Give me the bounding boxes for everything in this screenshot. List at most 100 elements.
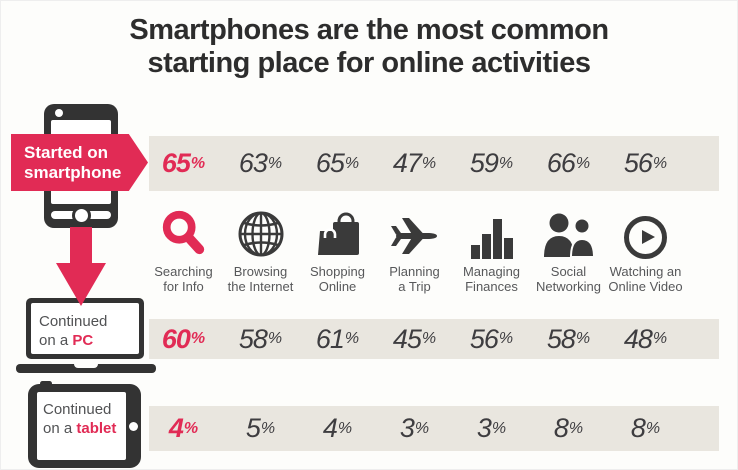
stat-pc-browsing: 58% (222, 319, 299, 359)
percent-sign: % (645, 419, 661, 437)
stat-tablet-finances: 3% (453, 406, 530, 451)
stat-tablet-video: 8% (607, 406, 684, 451)
stat-smartphone-video: 56% (607, 136, 684, 191)
category-label: Browsing the Internet (227, 264, 294, 294)
band-pc-row (149, 319, 719, 359)
percent-sign: % (491, 419, 507, 437)
stat-smartphone-trip: 47% (376, 136, 453, 191)
continued-on-tablet-label: Continued on a tablet (43, 400, 116, 438)
category-watching-video: Watching an Online Video (607, 203, 684, 294)
stat-smartphone-searching: 65% (145, 136, 222, 191)
badge-line-1: Started on (24, 142, 109, 162)
stat-value: 45 (392, 323, 422, 354)
category-label: Managing Finances (462, 264, 521, 294)
percent-sign: % (260, 419, 276, 437)
title-line-1: Smartphones are the most common (129, 14, 609, 46)
percent-sign: % (190, 154, 206, 172)
stat-value: 4 (168, 413, 184, 443)
phone-camera-dot (55, 109, 63, 117)
pc-label-line-2: on a PC (39, 332, 94, 349)
stat-value: 48 (623, 323, 653, 354)
tablet-screen (37, 392, 126, 460)
stat-smartphone-browsing: 63% (222, 136, 299, 191)
pc-base-notch (74, 364, 98, 368)
percent-sign: % (652, 330, 668, 347)
pc-stat-row: 60% 58% 61% 45% 56% 58% 48% (145, 319, 684, 359)
pc-base (16, 364, 156, 373)
stat-value: 56 (623, 148, 653, 178)
band-smartphone-row (149, 136, 719, 191)
category-label: Searching for Info (154, 264, 213, 294)
percent-sign: % (414, 419, 430, 437)
phone-home-button (71, 206, 91, 225)
stat-value: 56 (469, 323, 499, 354)
continued-on-pc-label: Continued on a PC (39, 312, 107, 350)
stat-tablet-shopping: 4% (299, 406, 376, 451)
search-icon (159, 203, 209, 259)
percent-sign: % (344, 330, 360, 347)
pc-icon (26, 298, 144, 359)
category-label: Planning a Trip (389, 264, 440, 294)
percent-sign: % (575, 330, 591, 347)
stat-value: 60 (161, 323, 191, 354)
stat-value: 65 (315, 148, 345, 178)
stat-value: 5 (245, 413, 261, 443)
band-tablet-row (149, 406, 719, 451)
pc-device-word: PC (72, 332, 94, 349)
social-networking-icon (542, 203, 596, 259)
stat-value: 58 (238, 323, 268, 354)
badge-line-2: smartphone (24, 162, 122, 182)
stat-value: 47 (392, 148, 422, 178)
percent-sign: % (568, 419, 584, 437)
category-browsing-internet: Browsing the Internet (222, 203, 299, 294)
stat-pc-shopping: 61% (299, 319, 376, 359)
stat-tablet-browsing: 5% (222, 406, 299, 451)
percent-sign: % (267, 154, 283, 172)
percent-sign: % (337, 419, 353, 437)
percent-sign: % (421, 330, 437, 347)
percent-sign: % (421, 154, 437, 172)
percent-sign: % (190, 330, 206, 347)
down-arrow-icon (56, 227, 106, 306)
category-social-networking: Social Networking (530, 203, 607, 294)
stat-value: 4 (322, 413, 338, 443)
stat-value: 58 (546, 323, 576, 354)
tablet-icon (28, 381, 141, 468)
stat-value: 61 (315, 323, 345, 354)
shopping-bag-icon (313, 203, 363, 259)
stat-tablet-searching: 4% (145, 406, 222, 451)
stat-pc-social: 58% (530, 319, 607, 359)
tablet-label-line-1: Continued (43, 401, 112, 418)
stat-value: 59 (469, 148, 499, 178)
category-label: Watching an Online Video (608, 264, 683, 294)
percent-sign: % (344, 154, 360, 172)
title-line-2: starting place for online activities (147, 47, 591, 79)
tablet-stat-row: 4% 5% 4% 3% 3% 8% 8% (145, 406, 684, 451)
category-planning-trip: Planning a Trip (376, 203, 453, 294)
stat-pc-trip: 45% (376, 319, 453, 359)
tablet-label-line-2: on a tablet (43, 420, 117, 437)
stat-smartphone-social: 66% (530, 136, 607, 191)
category-label: Shopping Online (310, 264, 365, 294)
smartphone-stat-row: 65% 63% 65% 47% 59% 66% 56% (145, 136, 684, 191)
stat-value: 65 (161, 148, 191, 178)
stat-value: 66 (546, 148, 576, 178)
percent-sign: % (498, 154, 514, 172)
stat-smartphone-finances: 59% (453, 136, 530, 191)
globe-icon (236, 203, 286, 259)
pc-screen (31, 303, 139, 354)
percent-sign: % (575, 154, 591, 172)
category-icons-row: Searching for Info Browsing the Internet (145, 203, 684, 294)
stat-smartphone-shopping: 65% (299, 136, 376, 191)
stat-value: 8 (553, 413, 569, 443)
stat-value: 3 (399, 413, 415, 443)
started-on-smartphone-badge: Started on smartphone (11, 134, 148, 191)
tablet-device-word: tablet (76, 420, 117, 437)
percent-sign: % (183, 419, 199, 437)
bar-chart-icon (470, 203, 513, 259)
stat-tablet-social: 8% (530, 406, 607, 451)
stat-value: 8 (630, 413, 646, 443)
percent-sign: % (267, 330, 283, 347)
play-icon (624, 203, 667, 259)
